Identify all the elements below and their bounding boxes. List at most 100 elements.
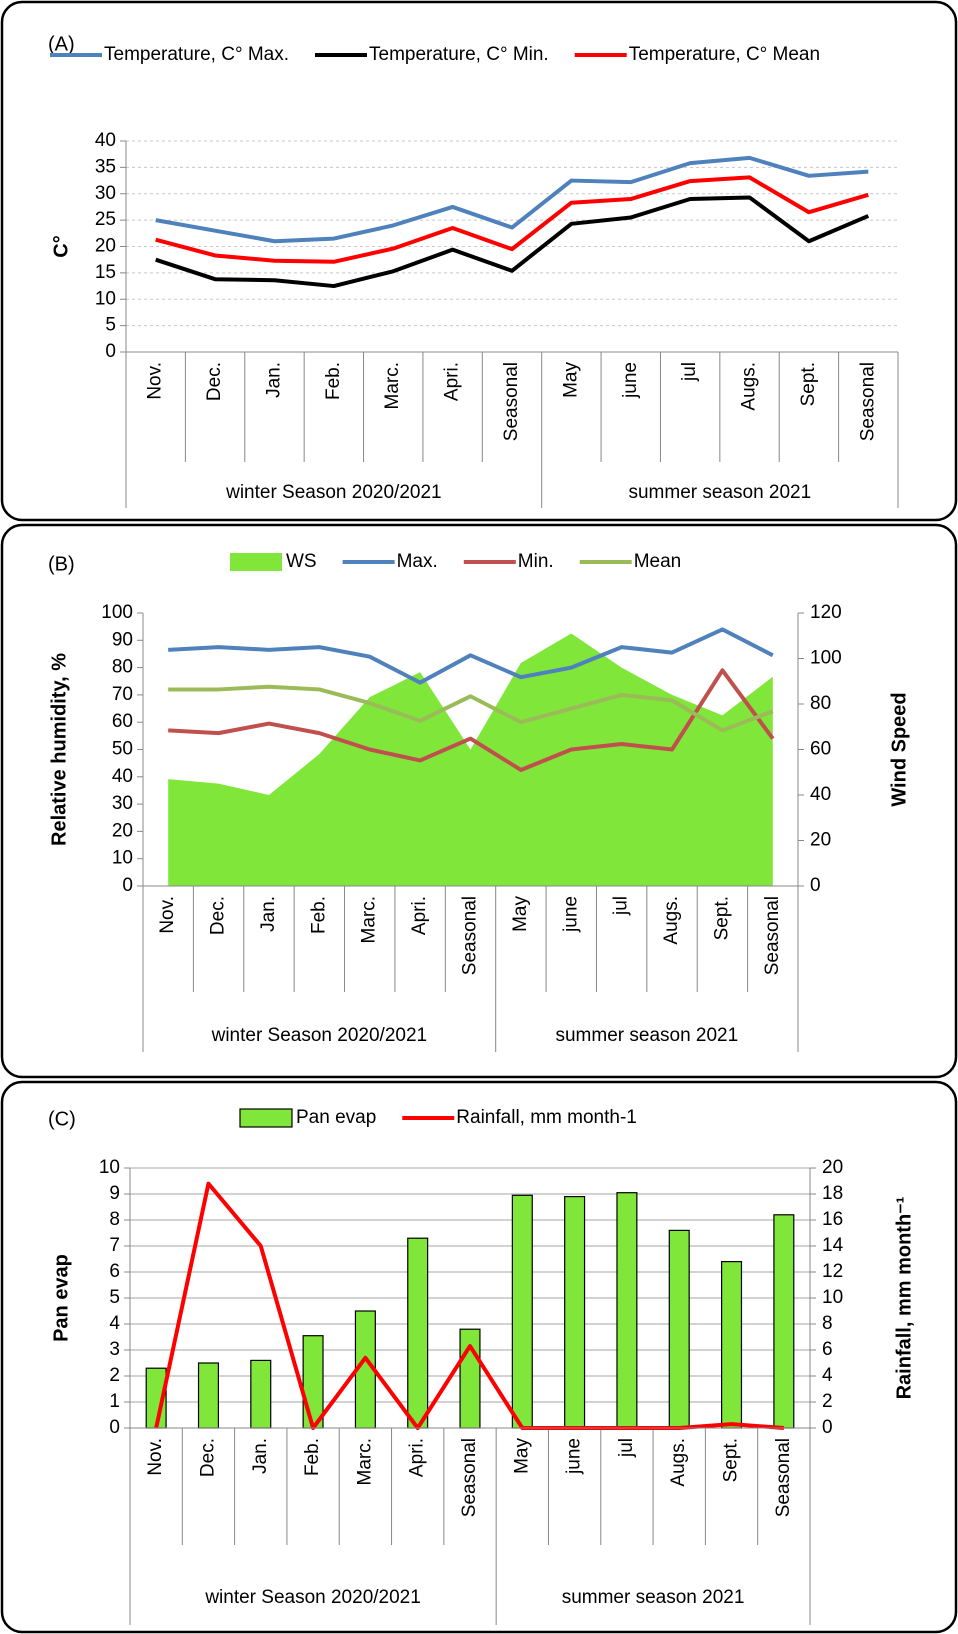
y2-axis-title: Wind Speed bbox=[888, 692, 910, 806]
y-tick-label: 10 bbox=[99, 1157, 120, 1178]
x-tick-label: jul bbox=[611, 896, 632, 916]
y-tick-label: 4 bbox=[109, 1313, 120, 1334]
bar bbox=[197, 1362, 219, 1429]
y2-tick-label: 40 bbox=[810, 784, 831, 805]
line bbox=[155, 195, 870, 289]
group-label: winter Season 2020/2021 bbox=[211, 1025, 428, 1046]
x-tick-label: jul bbox=[679, 362, 700, 382]
y-tick-label: 0 bbox=[109, 1417, 120, 1438]
group-label: summer season 2021 bbox=[562, 1587, 745, 1608]
legend-swatch bbox=[239, 1108, 293, 1128]
bar bbox=[773, 1214, 795, 1429]
x-tick-label: Nov. bbox=[145, 1438, 166, 1476]
x-tick-label: Seasonal bbox=[773, 1438, 794, 1517]
y2-tick-label: 0 bbox=[810, 875, 821, 896]
y2-tick-label: 16 bbox=[822, 1209, 843, 1230]
y2-tick-label: 18 bbox=[822, 1183, 843, 1204]
x-tick-label: May bbox=[510, 896, 531, 932]
x-tick-label: Feb. bbox=[302, 1438, 323, 1476]
y-tick-label: 7 bbox=[109, 1235, 120, 1256]
y2-tick-label: 4 bbox=[822, 1365, 833, 1386]
x-tick-label: Seasonal bbox=[459, 1438, 480, 1517]
area bbox=[168, 633, 773, 886]
y-tick-label: 35 bbox=[95, 156, 116, 177]
y2-tick-label: 10 bbox=[822, 1287, 843, 1308]
x-tick-label: Dec. bbox=[197, 1438, 218, 1477]
y-tick-label: 30 bbox=[112, 793, 133, 814]
line bbox=[155, 175, 869, 264]
y-tick-label: 8 bbox=[109, 1209, 120, 1230]
y2-tick-label: 6 bbox=[822, 1339, 833, 1360]
y-tick-label: 25 bbox=[95, 209, 116, 230]
y-tick-label: 80 bbox=[112, 657, 133, 678]
panel-frame bbox=[0, 0, 958, 522]
legend-label: Min. bbox=[518, 551, 554, 572]
legend-label: Mean bbox=[634, 551, 682, 572]
x-tick-label: Sept. bbox=[798, 362, 819, 406]
x-tick-label: Marc. bbox=[354, 1438, 375, 1486]
bar bbox=[564, 1195, 586, 1429]
legend-swatch bbox=[230, 553, 282, 571]
x-tick-label: june bbox=[564, 1438, 585, 1475]
y-tick-label: 70 bbox=[112, 684, 133, 705]
y-tick-label: 20 bbox=[112, 820, 133, 841]
x-tick-label: Jan. bbox=[258, 896, 279, 932]
legend-label: Temperature, C° Min. bbox=[369, 44, 549, 65]
x-tick-label: Nov. bbox=[157, 896, 178, 934]
y2-axis-title: Rainfall, mm month⁻¹ bbox=[893, 1196, 915, 1399]
group-label: winter Season 2020/2021 bbox=[225, 482, 442, 503]
legend-label: Temperature, C° Max. bbox=[104, 44, 289, 65]
y-tick-label: 40 bbox=[112, 766, 133, 787]
y2-tick-label: 20 bbox=[822, 1157, 843, 1178]
y2-tick-label: 12 bbox=[822, 1261, 843, 1282]
legend-label: WS bbox=[286, 551, 317, 572]
x-tick-label: Seasonal bbox=[857, 362, 878, 441]
group-label: summer season 2021 bbox=[555, 1025, 738, 1046]
line bbox=[168, 627, 774, 685]
y-tick-label: 50 bbox=[112, 739, 133, 760]
y-tick-label: 20 bbox=[95, 236, 116, 257]
x-tick-label: Marc. bbox=[359, 896, 380, 944]
x-tick-label: Sept. bbox=[721, 1438, 742, 1482]
y-tick-label: 5 bbox=[109, 1287, 120, 1308]
y-tick-label: 6 bbox=[109, 1261, 120, 1282]
y2-tick-label: 60 bbox=[810, 739, 831, 760]
x-tick-label: Apri. bbox=[409, 896, 430, 935]
x-tick-label: Sept. bbox=[711, 896, 732, 940]
legend-label: Temperature, C° Mean bbox=[629, 44, 820, 65]
x-tick-label: Marc. bbox=[382, 362, 403, 410]
x-tick-label: Jan. bbox=[263, 362, 284, 398]
x-tick-label: Augs. bbox=[739, 362, 760, 411]
y-tick-label: 10 bbox=[95, 288, 116, 309]
group-label: winter Season 2020/2021 bbox=[204, 1587, 421, 1608]
y2-tick-label: 120 bbox=[810, 602, 842, 623]
y-tick-label: 3 bbox=[109, 1339, 120, 1360]
y2-tick-label: 100 bbox=[810, 648, 842, 669]
x-tick-label: Augs. bbox=[661, 896, 682, 945]
y-tick-label: 30 bbox=[95, 183, 116, 204]
y-tick-label: 40 bbox=[95, 130, 116, 151]
y-tick-label: 5 bbox=[105, 315, 116, 336]
x-tick-label: Dec. bbox=[204, 362, 225, 401]
x-tick-label: Nov. bbox=[145, 362, 166, 400]
panel-frame bbox=[0, 523, 958, 1079]
bar bbox=[616, 1192, 638, 1429]
x-tick-label: May bbox=[560, 362, 581, 398]
bar bbox=[250, 1359, 272, 1429]
x-tick-label: Apri. bbox=[442, 362, 463, 401]
line bbox=[155, 155, 869, 244]
panel-label: (C) bbox=[48, 1108, 76, 1130]
y-tick-label: 0 bbox=[122, 875, 133, 896]
y-tick-label: 90 bbox=[112, 629, 133, 650]
x-tick-label: Apri. bbox=[407, 1438, 428, 1477]
x-tick-label: Seasonal bbox=[460, 896, 481, 975]
line bbox=[168, 684, 774, 733]
legend-label: Pan evap bbox=[296, 1107, 376, 1128]
bar bbox=[407, 1237, 429, 1429]
x-tick-label: Dec. bbox=[208, 896, 229, 935]
y2-tick-label: 8 bbox=[822, 1313, 833, 1334]
x-tick-label: jul bbox=[616, 1438, 637, 1458]
x-tick-label: Seasonal bbox=[762, 896, 783, 975]
bar bbox=[511, 1194, 533, 1429]
